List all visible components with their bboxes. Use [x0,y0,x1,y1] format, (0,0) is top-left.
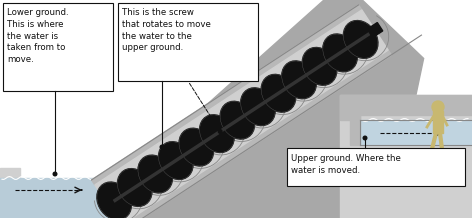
Text: Upper ground. Where the
water is moved.: Upper ground. Where the water is moved. [291,154,401,175]
Circle shape [160,145,164,149]
Polygon shape [261,74,296,112]
FancyBboxPatch shape [118,3,258,81]
Polygon shape [92,5,362,185]
Polygon shape [121,50,391,218]
Polygon shape [343,20,378,58]
Polygon shape [138,155,172,193]
Text: This is the screw
that rotates to move
the water to the
upper ground.: This is the screw that rotates to move t… [122,8,211,52]
Polygon shape [95,10,388,218]
Polygon shape [97,182,131,218]
Polygon shape [302,48,337,85]
Polygon shape [360,120,472,145]
Polygon shape [80,0,424,218]
Polygon shape [323,34,357,72]
Polygon shape [0,178,113,218]
Polygon shape [282,61,316,99]
FancyBboxPatch shape [287,148,465,186]
Circle shape [432,101,444,113]
Polygon shape [200,115,234,153]
Circle shape [219,130,222,133]
Polygon shape [0,168,113,218]
Polygon shape [159,142,193,179]
Polygon shape [118,169,152,206]
Polygon shape [179,128,214,166]
Circle shape [363,136,367,140]
Polygon shape [367,22,383,37]
Polygon shape [350,115,360,145]
Polygon shape [340,95,472,120]
Polygon shape [340,95,472,218]
FancyBboxPatch shape [3,3,113,91]
Polygon shape [241,88,275,126]
Text: Lower ground.
This is where
the water is
taken from to
move.: Lower ground. This is where the water is… [7,8,68,64]
Polygon shape [360,145,472,218]
Polygon shape [100,198,116,213]
Circle shape [53,172,57,176]
Polygon shape [433,111,443,133]
Polygon shape [220,101,255,139]
